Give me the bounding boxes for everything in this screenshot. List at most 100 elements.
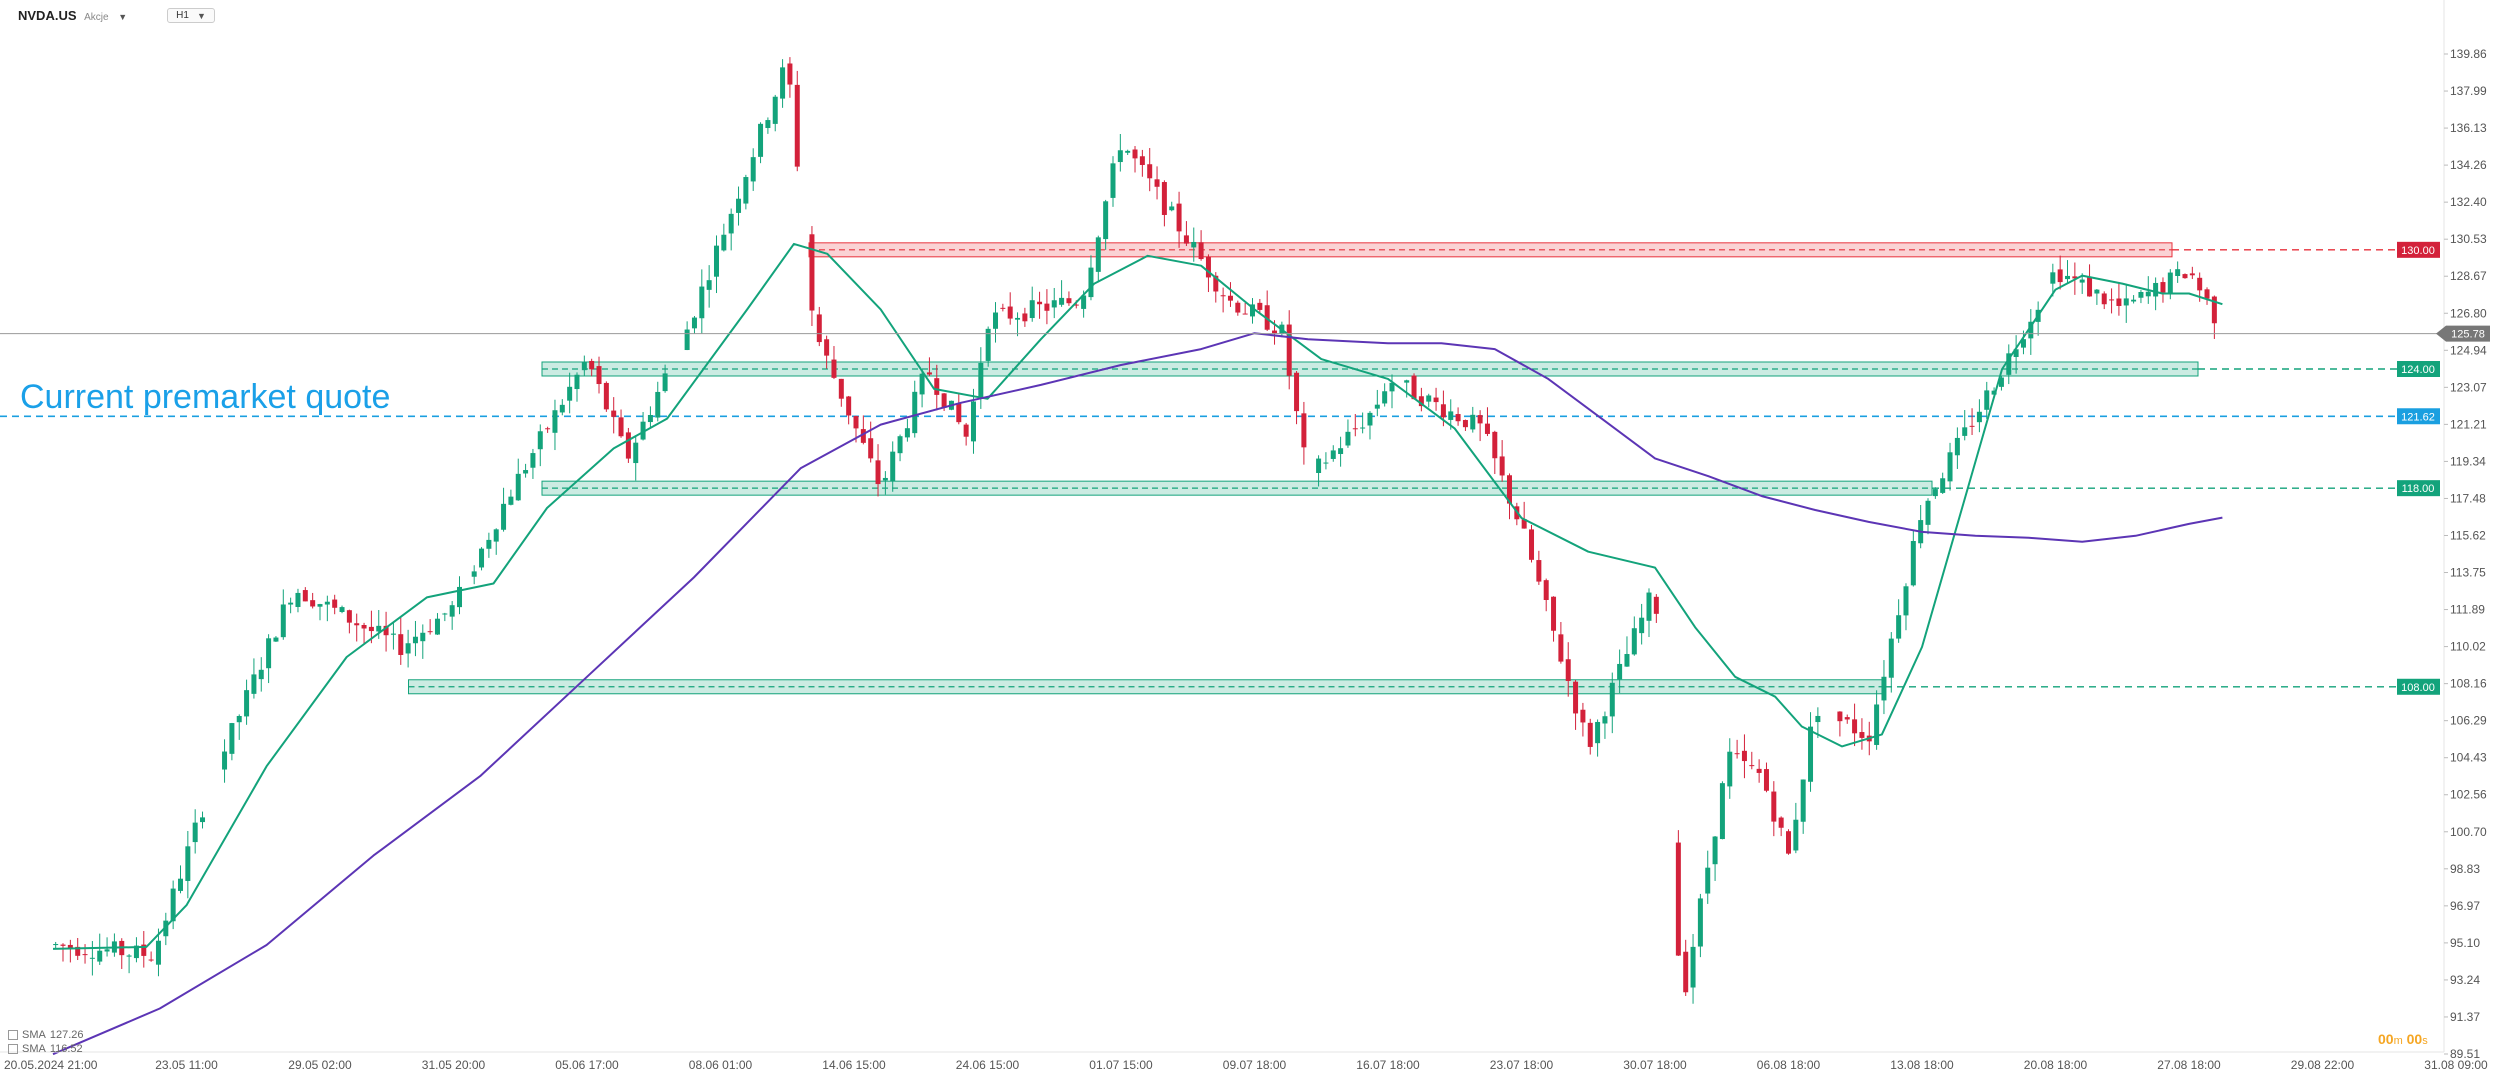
candle-down: [1000, 307, 1006, 309]
legend-sma-slow[interactable]: SMA 116.52: [8, 1042, 84, 1056]
y-tick-label: 124.94: [2450, 343, 2487, 357]
candle-up: [508, 496, 514, 505]
level-price-labels: 130.00 124.00 121.62 118.00 108.00 125.78: [2397, 241, 2490, 695]
level-badge-text: 124.00: [2401, 364, 2435, 376]
candle-down: [1272, 330, 1278, 334]
x-tick-label: 20.05.2024 21:00: [4, 1058, 98, 1072]
y-tick-label: 104.43: [2450, 751, 2487, 765]
timer-seconds-unit: s: [2422, 1035, 2428, 1047]
candle-up: [493, 529, 499, 542]
candle-up: [376, 625, 382, 632]
candle-down: [1771, 791, 1777, 822]
candle-down: [427, 631, 433, 633]
y-tick-label: 100.70: [2450, 825, 2487, 839]
y-tick-label: 136.13: [2450, 121, 2487, 135]
candle-down: [1161, 182, 1167, 215]
candle-up: [1029, 300, 1035, 319]
level-badge-text: 130.00: [2401, 245, 2435, 257]
candle-down: [1455, 414, 1461, 422]
y-tick-label: 126.80: [2450, 306, 2487, 320]
candle-up: [1015, 317, 1021, 320]
current-price-text: 125.78: [2451, 329, 2485, 341]
candle-up: [236, 715, 242, 723]
candle-down: [141, 944, 147, 956]
candle-down: [1852, 719, 1858, 734]
candle-down: [1286, 324, 1292, 376]
checkbox-icon[interactable]: [8, 1030, 18, 1040]
candle-down: [1066, 298, 1072, 304]
symbol-selector[interactable]: NVDA.US Akcje ▼: [18, 8, 127, 23]
candle-up: [706, 280, 712, 290]
candle-down: [926, 372, 932, 375]
candle-down: [1484, 423, 1490, 434]
candle-up: [1727, 751, 1733, 787]
candle-down: [1573, 681, 1579, 714]
candle-up: [2138, 292, 2144, 298]
candle-down: [1411, 375, 1417, 400]
y-tick-label: 130.53: [2450, 232, 2487, 246]
chevron-down-icon[interactable]: ▼: [118, 12, 128, 22]
candle-up: [1800, 779, 1806, 822]
candle-up: [1448, 411, 1454, 420]
candle-down: [1147, 164, 1153, 179]
candle-up: [222, 751, 228, 770]
y-tick-label: 134.26: [2450, 158, 2487, 172]
candle-up: [662, 373, 668, 392]
candle-up: [2028, 321, 2034, 339]
candle-up: [1345, 431, 1351, 446]
candle-down: [310, 600, 316, 607]
candle-up: [904, 428, 910, 438]
candle-up: [1697, 898, 1703, 947]
candle-down: [1477, 415, 1483, 424]
candle-down: [1653, 596, 1659, 614]
timeframe-selector[interactable]: H1 ▼: [167, 8, 215, 23]
checkbox-icon[interactable]: [8, 1044, 18, 1054]
candle-up: [442, 613, 448, 615]
candle-up: [2123, 298, 2129, 306]
x-tick-label: 20.08 18:00: [2024, 1058, 2088, 1072]
candle-down: [1044, 303, 1050, 311]
timeframe-label: H1: [176, 10, 189, 21]
candle-down: [603, 382, 609, 410]
candle-up: [684, 329, 690, 351]
candle-up: [1903, 586, 1909, 616]
candle-down: [1294, 372, 1300, 412]
legend-sma-fast[interactable]: SMA 127.26: [8, 1028, 84, 1042]
candle-up: [1095, 237, 1101, 272]
candle-down: [361, 625, 367, 629]
candle-down: [82, 954, 88, 956]
premarket-annotation: Current premarket quote: [20, 378, 391, 416]
candle-down: [1859, 732, 1865, 738]
candle-down: [1763, 769, 1769, 791]
y-tick-label: 132.40: [2450, 195, 2487, 209]
candle-down: [1205, 256, 1211, 278]
candle-down: [1749, 765, 1755, 767]
candle-down: [838, 378, 844, 399]
candle-down: [2057, 269, 2063, 283]
x-tick-label: 30.07 18:00: [1623, 1058, 1687, 1072]
candle-up: [1602, 716, 1608, 724]
candle-up: [251, 674, 257, 694]
candle-up: [244, 690, 250, 717]
candle-up: [1719, 783, 1725, 840]
x-tick-label: 31.05 20:00: [422, 1058, 486, 1072]
candle-up: [1103, 201, 1109, 240]
candle-down: [1756, 768, 1762, 773]
y-tick-label: 117.48: [2450, 491, 2486, 505]
y-tick-label: 102.56: [2450, 788, 2487, 802]
candle-down: [860, 429, 866, 443]
candle-up: [471, 571, 477, 577]
candle-down: [1418, 396, 1424, 407]
x-tick-label: 06.08 18:00: [1757, 1058, 1821, 1072]
candle-down: [589, 360, 595, 370]
candle-up: [1595, 721, 1601, 744]
level-badge-108.00: [2397, 678, 2440, 695]
x-tick-label: 13.08 18:00: [1890, 1058, 1954, 1072]
candle-down: [1213, 275, 1219, 292]
candle-up: [1793, 819, 1799, 851]
candle-down: [2182, 274, 2188, 279]
x-tick-label: 09.07 18:00: [1223, 1058, 1287, 1072]
y-tick-label: 123.07: [2450, 380, 2487, 394]
candle-up: [1962, 427, 1968, 436]
